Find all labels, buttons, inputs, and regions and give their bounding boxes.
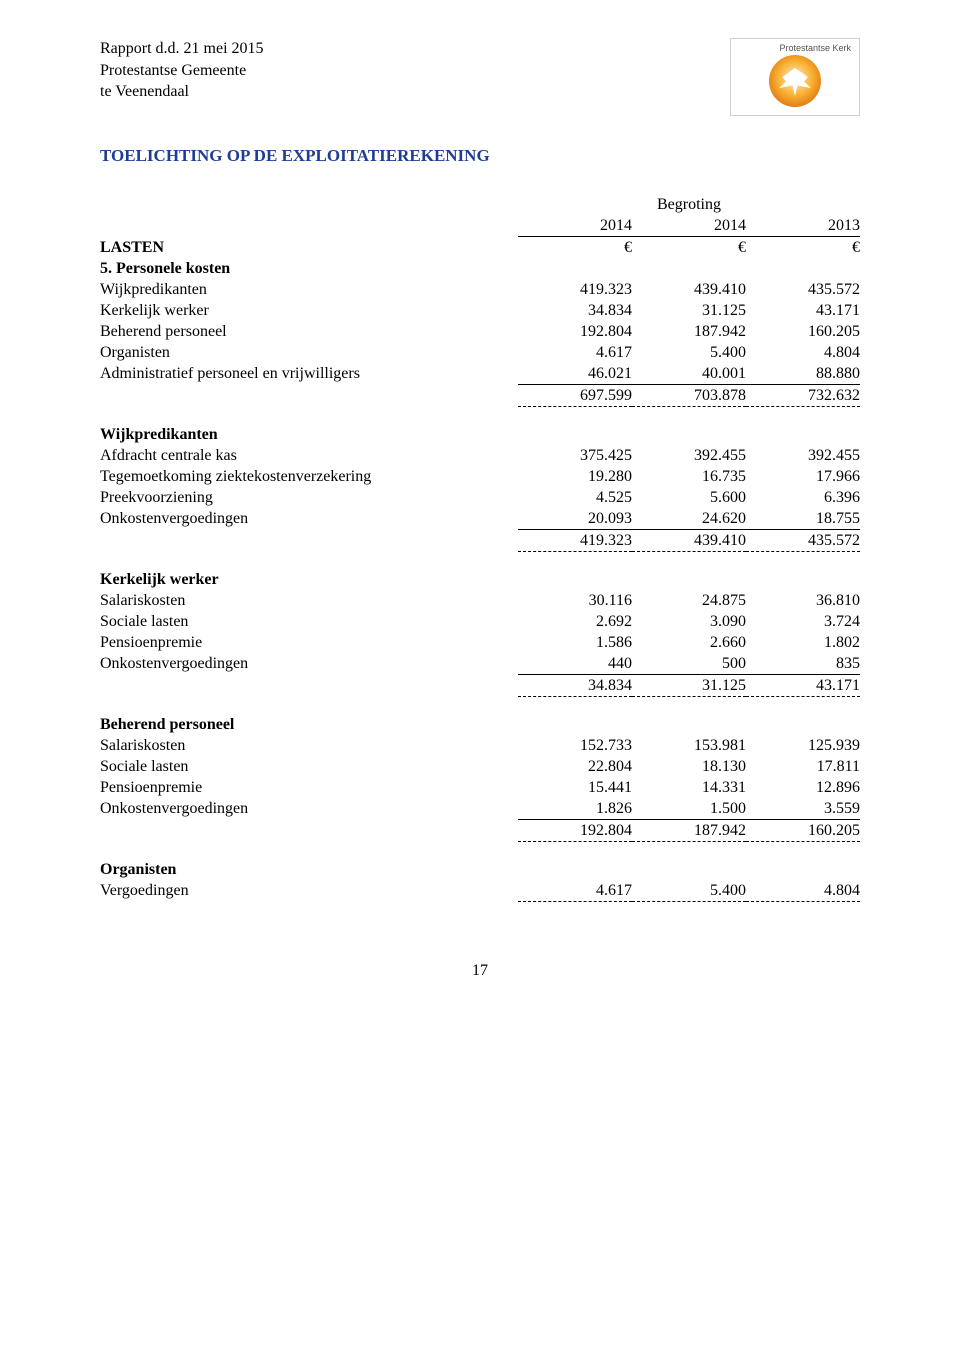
table-row: Vergoedingen 4.617 5.400 4.804 bbox=[100, 880, 860, 902]
page-header: Rapport d.d. 21 mei 2015 Protestantse Ge… bbox=[100, 38, 860, 116]
section-5-title: 5. Personele kosten bbox=[100, 258, 518, 279]
financial-table: Begroting 2014 2014 2013 LASTEN € € € 5.… bbox=[100, 194, 860, 902]
wijkpredikanten-header: Wijkpredikanten bbox=[100, 424, 860, 445]
table-header-years: 2014 2014 2013 bbox=[100, 215, 860, 237]
header-line-3: te Veenendaal bbox=[100, 81, 264, 103]
kerkelijk-werker-total: 34.834 31.125 43.171 bbox=[100, 675, 860, 697]
table-header-lasten: LASTEN € € € bbox=[100, 237, 860, 259]
column-header-begroting: Begroting bbox=[632, 194, 746, 215]
table-row: Beherend personeel 192.804 187.942 160.2… bbox=[100, 321, 860, 342]
euro-symbol-col3: € bbox=[746, 237, 860, 259]
page-number: 17 bbox=[100, 962, 860, 980]
euro-symbol-col2: € bbox=[632, 237, 746, 259]
table-row: Wijkpredikanten 419.323 439.410 435.572 bbox=[100, 279, 860, 300]
organisten-header: Organisten bbox=[100, 859, 860, 880]
header-text-block: Rapport d.d. 21 mei 2015 Protestantse Ge… bbox=[100, 38, 264, 103]
table-row: Administratief personeel en vrijwilliger… bbox=[100, 363, 860, 385]
table-row: Onkostenvergoedingen 1.826 1.500 3.559 bbox=[100, 798, 860, 820]
kerkelijk-werker-header: Kerkelijk werker bbox=[100, 569, 860, 590]
table-row: Preekvoorziening 4.525 5.600 6.396 bbox=[100, 487, 860, 508]
table-row: Afdracht centrale kas 375.425 392.455 39… bbox=[100, 445, 860, 466]
page-title: TOELICHTING OP DE EXPLOITATIEREKENING bbox=[100, 146, 860, 166]
logo-label: Protestantse Kerk bbox=[737, 43, 853, 53]
column-header-year3: 2013 bbox=[746, 215, 860, 237]
section-5-total: 697.599 703.878 732.632 bbox=[100, 385, 860, 407]
column-header-year2: 2014 bbox=[632, 215, 746, 237]
table-row: Organisten 4.617 5.400 4.804 bbox=[100, 342, 860, 363]
beherend-personeel-header: Beherend personeel bbox=[100, 714, 860, 735]
document-page: Rapport d.d. 21 mei 2015 Protestantse Ge… bbox=[0, 0, 960, 1347]
protestantse-kerk-logo-icon bbox=[769, 55, 821, 107]
table-row: Kerkelijk werker 34.834 31.125 43.171 bbox=[100, 300, 860, 321]
table-row: Onkostenvergoedingen 20.093 24.620 18.75… bbox=[100, 508, 860, 530]
table-row: Pensioenpremie 15.441 14.331 12.896 bbox=[100, 777, 860, 798]
table-row: Salariskosten 30.116 24.875 36.810 bbox=[100, 590, 860, 611]
table-row: Tegemoetkoming ziektekostenverzekering 1… bbox=[100, 466, 860, 487]
wijkpredikanten-total: 419.323 439.410 435.572 bbox=[100, 530, 860, 552]
table-row: Pensioenpremie 1.586 2.660 1.802 bbox=[100, 632, 860, 653]
header-line-1: Rapport d.d. 21 mei 2015 bbox=[100, 38, 264, 60]
table-row: Sociale lasten 2.692 3.090 3.724 bbox=[100, 611, 860, 632]
section-5-header: 5. Personele kosten bbox=[100, 258, 860, 279]
table-row: Salariskosten 152.733 153.981 125.939 bbox=[100, 735, 860, 756]
lasten-label: LASTEN bbox=[100, 237, 518, 259]
table-row: Onkostenvergoedingen 440 500 835 bbox=[100, 653, 860, 675]
euro-symbol-col1: € bbox=[518, 237, 632, 259]
table-header-begroting: Begroting bbox=[100, 194, 860, 215]
column-header-year1: 2014 bbox=[518, 215, 632, 237]
logo-box: Protestantse Kerk bbox=[730, 38, 860, 116]
table-row: Sociale lasten 22.804 18.130 17.811 bbox=[100, 756, 860, 777]
beherend-personeel-total: 192.804 187.942 160.205 bbox=[100, 820, 860, 842]
header-line-2: Protestantse Gemeente bbox=[100, 60, 264, 82]
